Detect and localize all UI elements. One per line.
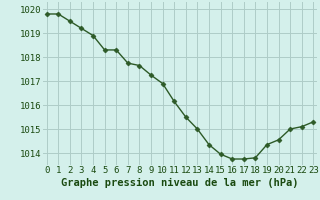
X-axis label: Graphe pression niveau de la mer (hPa): Graphe pression niveau de la mer (hPa) <box>61 178 299 188</box>
